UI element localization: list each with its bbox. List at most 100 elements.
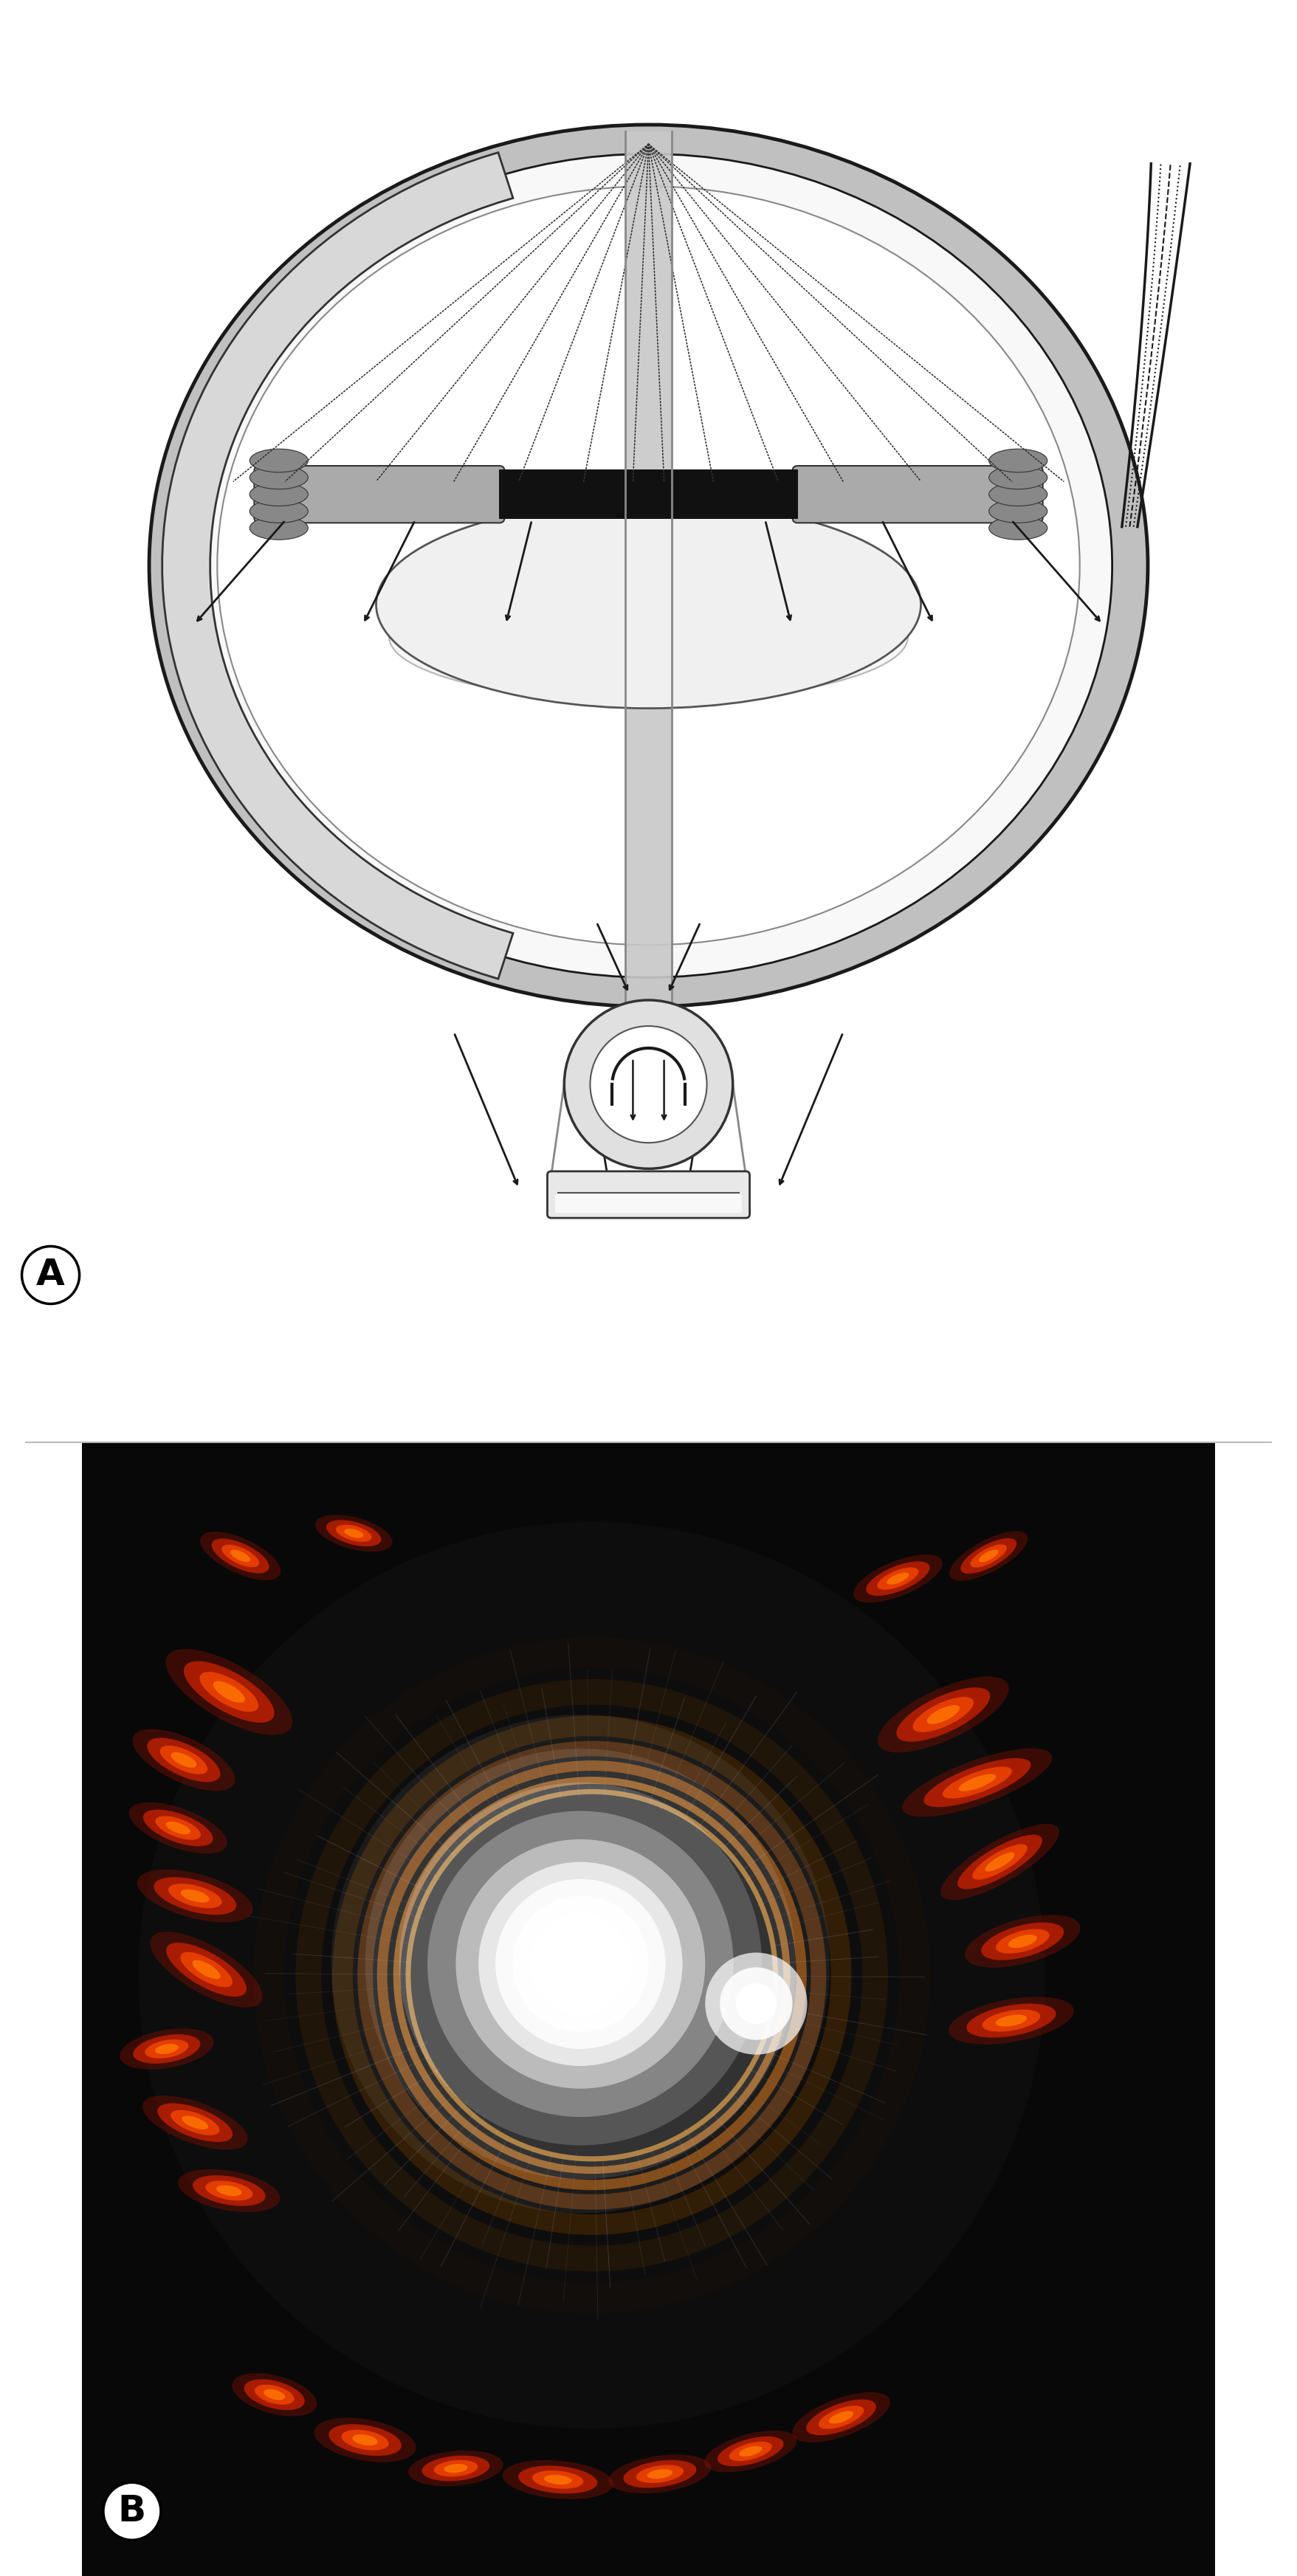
Ellipse shape (130, 1803, 227, 1855)
Ellipse shape (353, 2434, 377, 2445)
Ellipse shape (166, 1649, 292, 1736)
Ellipse shape (996, 1929, 1049, 1953)
Ellipse shape (913, 1698, 974, 1731)
Ellipse shape (903, 1749, 1052, 1816)
Ellipse shape (178, 2169, 280, 2213)
Circle shape (706, 1953, 807, 2056)
Circle shape (529, 1914, 632, 2014)
Ellipse shape (986, 1852, 1014, 1873)
Ellipse shape (647, 2470, 673, 2478)
Ellipse shape (180, 1888, 210, 1904)
Ellipse shape (134, 2035, 200, 2063)
Ellipse shape (990, 466, 1048, 489)
Ellipse shape (704, 2429, 796, 2473)
Ellipse shape (965, 1914, 1080, 1968)
Ellipse shape (249, 466, 309, 489)
Ellipse shape (957, 1834, 1043, 1888)
Ellipse shape (792, 2393, 890, 2442)
Ellipse shape (829, 2411, 853, 2424)
Ellipse shape (147, 1739, 220, 1783)
Ellipse shape (958, 1775, 996, 1790)
Ellipse shape (137, 1870, 253, 1922)
Circle shape (455, 1839, 706, 2089)
Circle shape (428, 1811, 734, 2117)
Ellipse shape (145, 2040, 188, 2058)
Ellipse shape (943, 1767, 1012, 1798)
Ellipse shape (157, 2102, 232, 2143)
Ellipse shape (818, 2406, 864, 2429)
Ellipse shape (143, 1808, 213, 1847)
Ellipse shape (996, 2014, 1027, 2027)
Ellipse shape (344, 1528, 363, 1538)
Ellipse shape (166, 1821, 191, 1834)
Ellipse shape (543, 2476, 572, 2483)
FancyBboxPatch shape (547, 1172, 750, 1218)
Ellipse shape (222, 1546, 259, 1566)
Ellipse shape (341, 2429, 389, 2450)
Ellipse shape (896, 1687, 990, 1741)
Ellipse shape (205, 2182, 253, 2200)
Ellipse shape (169, 1883, 222, 1909)
Ellipse shape (717, 2437, 783, 2465)
Ellipse shape (143, 2094, 248, 2151)
Ellipse shape (444, 2463, 468, 2473)
Circle shape (399, 1783, 761, 2146)
FancyBboxPatch shape (254, 466, 505, 523)
Ellipse shape (970, 1546, 1006, 1566)
Circle shape (495, 1878, 665, 2048)
Polygon shape (162, 152, 514, 979)
Ellipse shape (389, 572, 908, 701)
Ellipse shape (200, 1672, 258, 1713)
Ellipse shape (729, 2442, 772, 2460)
Ellipse shape (982, 1922, 1064, 1960)
Ellipse shape (119, 2027, 214, 2069)
Ellipse shape (217, 2184, 241, 2195)
Ellipse shape (940, 1824, 1060, 1901)
Ellipse shape (422, 2455, 490, 2481)
Ellipse shape (193, 2174, 266, 2205)
Ellipse shape (624, 2460, 696, 2488)
Ellipse shape (132, 1728, 235, 1790)
Ellipse shape (211, 1538, 270, 1574)
Ellipse shape (160, 1747, 208, 1775)
Ellipse shape (249, 482, 309, 505)
Ellipse shape (878, 1677, 1009, 1752)
Ellipse shape (608, 2455, 711, 2494)
Ellipse shape (232, 2372, 316, 2416)
Circle shape (139, 1522, 1045, 2429)
Ellipse shape (887, 1571, 909, 1584)
Circle shape (331, 1716, 830, 2213)
Ellipse shape (154, 2043, 179, 2053)
Polygon shape (625, 131, 672, 1051)
Ellipse shape (328, 2424, 402, 2455)
Ellipse shape (249, 515, 309, 541)
Ellipse shape (231, 1551, 250, 1561)
Ellipse shape (966, 2004, 1056, 2038)
Ellipse shape (990, 500, 1048, 523)
Ellipse shape (254, 2385, 294, 2403)
Ellipse shape (249, 448, 309, 471)
Ellipse shape (244, 2380, 305, 2411)
Circle shape (479, 1862, 682, 2066)
Ellipse shape (853, 1553, 943, 1602)
Ellipse shape (990, 448, 1048, 471)
Ellipse shape (982, 2009, 1040, 2032)
Ellipse shape (218, 185, 1080, 945)
Ellipse shape (327, 1520, 381, 1546)
Ellipse shape (182, 2115, 209, 2130)
Ellipse shape (519, 2465, 598, 2494)
Ellipse shape (502, 2460, 613, 2499)
Text: B: B (118, 2494, 147, 2530)
Ellipse shape (180, 1953, 232, 1986)
Ellipse shape (409, 2450, 503, 2486)
Ellipse shape (923, 1759, 1031, 1806)
Circle shape (366, 1749, 796, 2179)
Circle shape (735, 1984, 777, 2025)
Ellipse shape (192, 1960, 220, 1978)
Ellipse shape (171, 2110, 219, 2136)
Ellipse shape (532, 2470, 584, 2488)
Ellipse shape (315, 1515, 392, 1551)
Ellipse shape (948, 1996, 1074, 2045)
Ellipse shape (200, 1533, 280, 1579)
Ellipse shape (263, 2391, 285, 2401)
